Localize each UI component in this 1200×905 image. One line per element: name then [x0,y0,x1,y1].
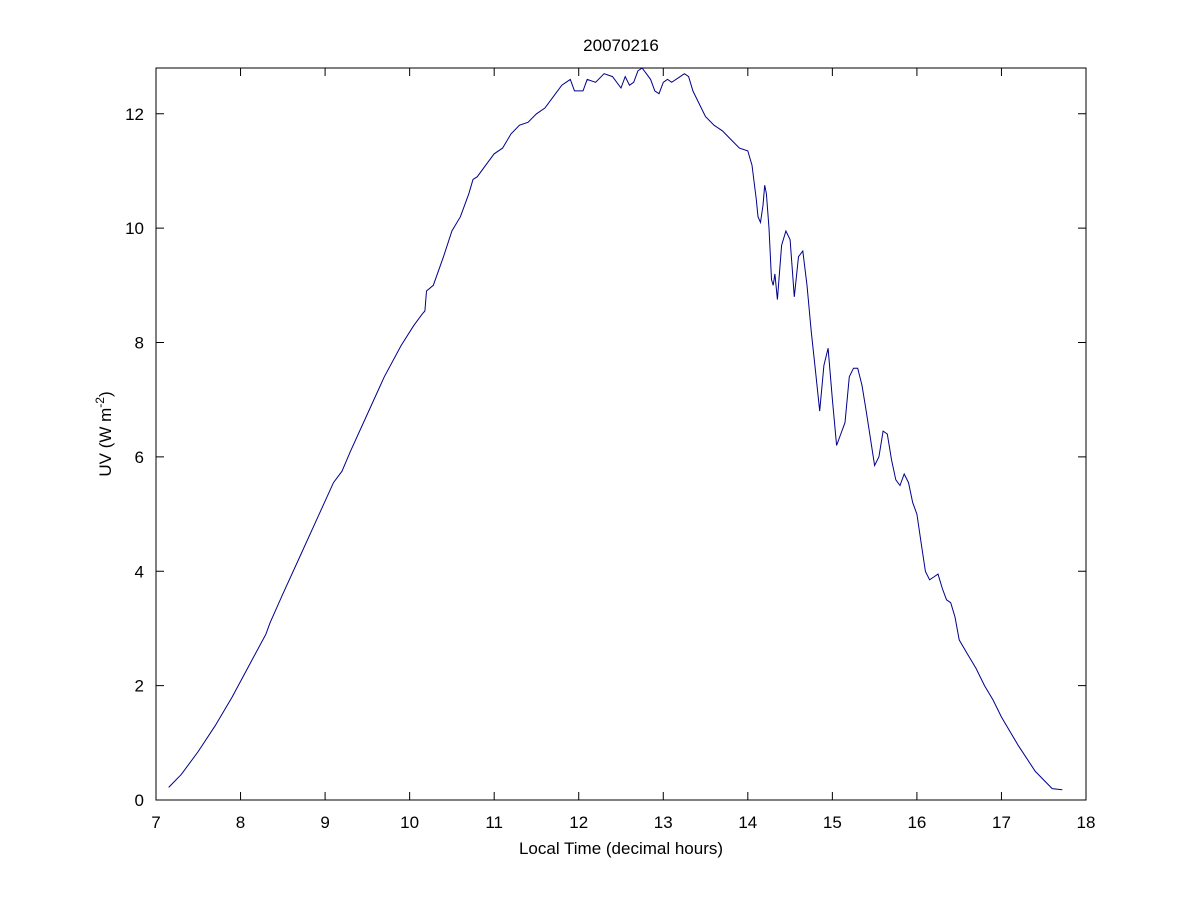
x-tick-label: 13 [654,813,673,832]
x-tick-label: 18 [1077,813,1096,832]
x-tick-label: 8 [236,813,245,832]
y-tick-label: 8 [135,334,144,353]
x-tick-label: 10 [400,813,419,832]
y-tick-label: 4 [135,562,144,581]
x-axis-label: Local Time (decimal hours) [519,839,723,858]
x-tick-label: 11 [485,813,503,832]
y-axis-label-superscript: -2 [93,397,107,408]
y-tick-label: 6 [135,448,144,467]
y-tick-label: 12 [125,105,144,124]
y-axis-label-close: ) [96,391,115,397]
x-axis: 7 8 9 10 11 12 13 14 15 16 17 18 [151,68,1095,832]
y-axis-label: UV (W m-2) [93,391,115,476]
chart-title: 20070216 [583,36,659,55]
x-tick-label: 15 [823,813,842,832]
x-tick-label: 17 [992,813,1011,832]
y-tick-label: 10 [125,219,144,238]
x-tick-label: 16 [907,813,926,832]
y-tick-label: 2 [135,677,144,696]
uv-series-line [168,67,1063,791]
y-axis: 0 2 4 6 8 10 12 [125,105,1086,810]
x-tick-label: 12 [569,813,588,832]
x-tick-label: 14 [738,813,757,832]
y-axis-label-main: UV (W m [96,408,115,477]
y-tick-label: 0 [135,791,144,810]
x-tick-label: 7 [151,813,160,832]
x-tick-label: 9 [320,813,329,832]
axes-box [155,67,1087,801]
